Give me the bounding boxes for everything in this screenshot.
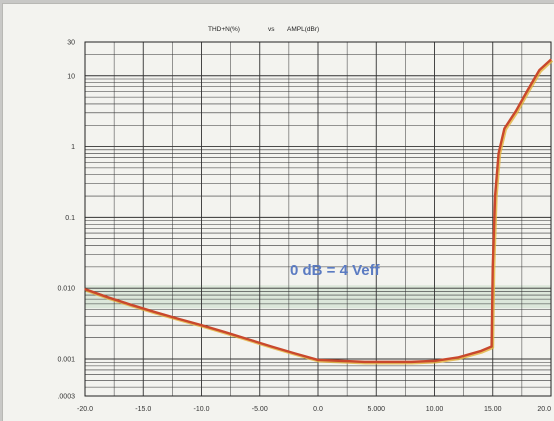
x-tick-label: -20.0	[77, 406, 93, 413]
series-point	[433, 360, 436, 362]
chart-grid	[84, 41, 552, 397]
series-point	[503, 127, 505, 130]
y-tick-labels: 30 10 1 0.1 0.010 0.001 .0003	[57, 40, 75, 401]
series-point	[294, 352, 296, 354]
x-tick-label: 5.000	[367, 406, 385, 413]
y-tick-label: 30	[67, 40, 75, 47]
series-point	[340, 360, 342, 362]
series-point	[490, 345, 493, 348]
x-tick-label: -10.0	[194, 406, 210, 413]
series-point	[494, 195, 496, 197]
series-line-shadow	[85, 59, 554, 365]
x-tick-label: 0.0	[313, 406, 323, 413]
series-point	[154, 311, 156, 313]
series-point	[480, 350, 482, 352]
series-point	[410, 361, 412, 363]
chart-title: THD+N(%)	[208, 26, 240, 33]
series-point	[492, 266, 494, 268]
chart-paper	[3, 4, 554, 421]
y-tick-label: 0.001	[57, 356, 75, 363]
x-tick-label: 20.0	[537, 406, 551, 413]
series-point	[270, 345, 272, 348]
series-point	[200, 324, 203, 326]
plot-frame	[84, 41, 552, 397]
series-point	[364, 361, 366, 363]
y-tick-label: 1	[71, 144, 75, 151]
series-point	[107, 296, 109, 299]
series-point	[387, 361, 389, 363]
y-tick-label: .0003	[57, 394, 75, 401]
series-point	[550, 58, 552, 61]
chart-title-x: AMPL(dBr)	[287, 26, 319, 33]
series-point	[515, 110, 517, 112]
x-tick-labels: -20.0 -15.0 -10.0 -5.00 0.0 5.000 10.00 15.00 20…	[77, 406, 551, 413]
reference-annotation: 0 dB = 4 Veff	[290, 262, 381, 279]
series-point	[177, 318, 179, 320]
x-tick-label: -15.0	[135, 406, 151, 413]
y-tick-label: 0.010	[57, 286, 75, 293]
series-point	[457, 356, 459, 359]
y-tick-label: 10	[67, 73, 75, 80]
series-point	[247, 338, 249, 340]
series-point	[538, 69, 540, 71]
series-point	[527, 89, 529, 91]
series-point	[317, 359, 319, 361]
series-point	[224, 331, 226, 333]
series-layer	[84, 58, 554, 365]
x-tick-label: 10.00	[426, 406, 444, 413]
x-tick-label: 15.00	[484, 406, 502, 413]
x-tick-label: -5.00	[252, 406, 268, 413]
series-point	[84, 288, 86, 290]
y-tick-label: 0.1	[65, 215, 75, 222]
series-point	[497, 152, 500, 155]
chart-title-vs: vs	[268, 26, 275, 33]
series-point	[131, 304, 133, 306]
